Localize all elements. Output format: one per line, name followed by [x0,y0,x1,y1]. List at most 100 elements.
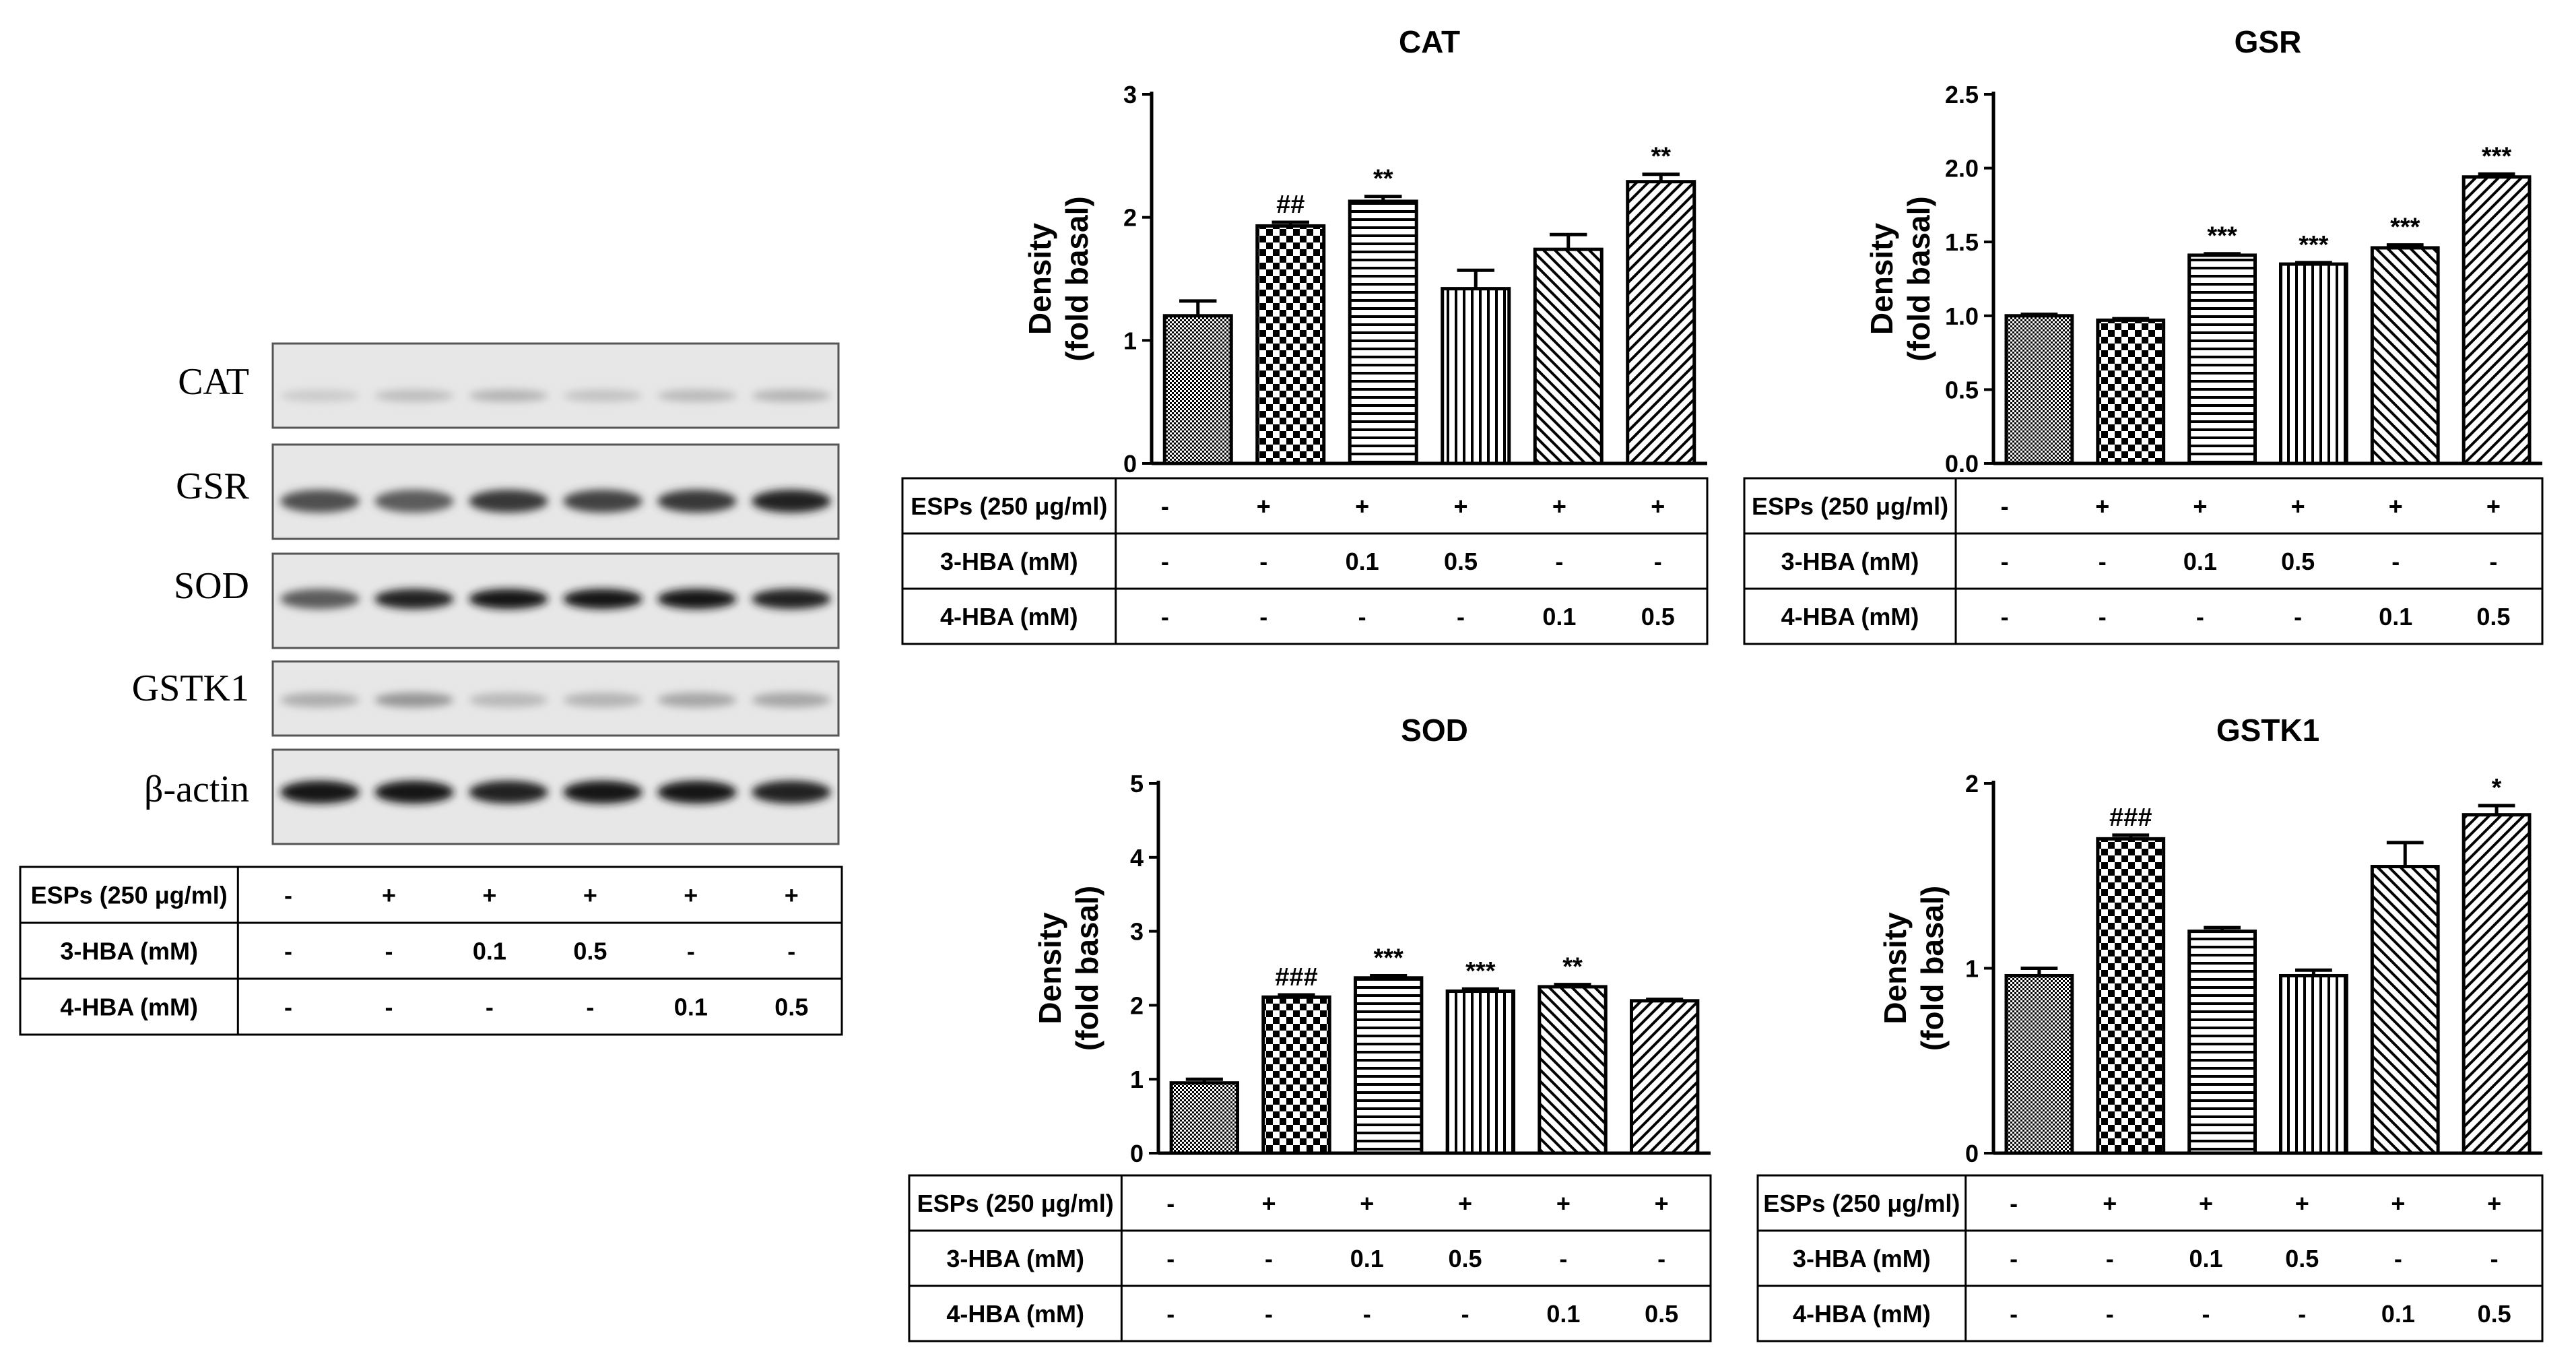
y-tick-label: 1 [1130,1066,1144,1093]
chart-title: CAT [1399,24,1460,59]
bar-gstk1-4 [2279,973,2348,1155]
table-cell: + [2487,1190,2501,1217]
table-cell: 0.5 [774,994,808,1021]
blot-strip-gsr [271,443,840,540]
treatment-table-sod: ESPs (250 μg/ml) - + + + + +3-HBA (mM) - - 0.1 0.5… [908,1174,1712,1342]
y-axis-label: Density [1022,223,1057,335]
blot-band [657,389,737,402]
y-tick-label: 0.0 [1945,450,1979,478]
table-cell: 0.1 [2189,1245,2222,1272]
y-axis-label: (fold basal) [1901,196,1936,361]
table-cell: 0.5 [1444,548,1478,575]
table-cell: - [1358,603,1366,630]
table-cell: 0.1 [1350,1245,1384,1272]
bar-gsr-6 [2462,175,2532,465]
table-cell: - [385,994,393,1021]
table-cell: 0.1 [1542,603,1576,630]
blot-band [374,389,454,402]
table-row-label: ESPs (250 μg/ml) [31,882,228,909]
table-cell: - [2394,1245,2402,1272]
significance-label: *** [1465,957,1496,985]
blot-strip-gstk1 [271,660,840,737]
table-cell: 0.1 [2183,548,2217,575]
table-cell: - [2010,1190,2018,1217]
table-cell: - [2001,548,2009,575]
bar-sod-4 [1445,989,1516,1155]
table-row-label: 3-HBA (mM) [60,938,198,965]
table-cell: - [2099,548,2107,575]
table-cell: - [1161,603,1169,630]
table-cell: 0.5 [2476,603,2510,630]
table-cell: - [1559,1245,1567,1272]
table-cell: + [382,882,396,909]
bar-cat-3 [1348,199,1418,465]
blot-band [469,692,548,708]
significance-label: ** [1373,165,1393,193]
blot-band [280,781,360,804]
table-cell: + [1257,492,1271,520]
table-cell: + [1355,492,1369,520]
chart-cat: CAT Density (fold basal) 0 1 2 3 ## ** ** [1022,24,1707,478]
significance-label: ### [1275,963,1317,992]
table-cell: - [2001,603,2009,630]
table-row-label: 3-HBA (mM) [946,1245,1084,1272]
treatment-table-cat: ESPs (250 μg/ml) - + + + + +3-HBA (mM) - - 0.1 0.5… [901,477,1709,645]
table-cell: - [1657,1245,1665,1272]
table-cell: + [2095,492,2109,520]
blot-band [752,389,831,402]
bar-gstk1-3 [2187,930,2257,1155]
table-row-label: 4-HBA (mM) [940,603,1078,630]
table-cell: + [2486,492,2501,520]
chart-title: SOD [1401,713,1468,748]
table-cell: - [2202,1300,2210,1328]
blot-band [374,589,454,610]
western-blot-panel: CAT GSR SOD GSTK1 β-actin [132,342,840,845]
treatment-table-gsr: ESPs (250 μg/ml) - + + + + +3-HBA (mM) - - 0.1 0.5… [1743,477,2544,645]
significance-label: ** [1651,143,1671,171]
table-cell: - [1654,548,1662,575]
table-cell: - [2099,603,2107,630]
table-cell: - [2391,548,2400,575]
y-tick-label: 4 [1130,844,1144,872]
significance-label: ## [1276,191,1304,219]
significance-label: ** [1562,953,1583,981]
table-cell: - [687,938,695,965]
blot-strip-cat [271,342,840,429]
blot-strip-sod [271,552,840,649]
bar-gsr-4 [2279,262,2348,465]
table-cell: - [1161,492,1169,520]
bar-gsr-1 [2004,314,2074,465]
table-cell: - [284,938,292,965]
table-cell: - [1265,1300,1273,1328]
y-tick-label: 3 [1130,918,1144,946]
y-axis-label: (fold basal) [1915,886,1950,1051]
table-row [19,977,843,1036]
y-tick-label: 5 [1130,770,1144,798]
table-cell: + [2389,492,2403,520]
table-cell: + [1655,1190,1669,1217]
table-cell: + [785,882,799,909]
table-cell: - [2010,1245,2018,1272]
table-cell: - [1457,603,1465,630]
table-cell: - [2489,548,2497,575]
blot-band [469,389,548,402]
bar-sod-2 [1261,995,1331,1155]
blot-band [752,781,831,804]
y-axis-label: (fold basal) [1059,196,1094,361]
blot-band [374,781,454,804]
table-cell: + [2199,1190,2213,1217]
chart-title: GSR [2235,24,2302,59]
significance-label: ### [2109,804,2152,832]
y-tick-label: 3 [1123,81,1137,108]
table-row [901,587,1709,645]
y-tick-label: 1 [1965,955,1979,983]
blot-band [374,692,454,708]
bar-cat-5 [1533,247,1604,465]
y-tick-label: 2 [1130,992,1144,1019]
table-cell: 0.5 [1641,603,1675,630]
table-cell: 0.5 [1645,1300,1678,1328]
table-cell: + [1261,1190,1276,1217]
table-cell: - [787,938,795,965]
table-cell: - [486,994,494,1021]
